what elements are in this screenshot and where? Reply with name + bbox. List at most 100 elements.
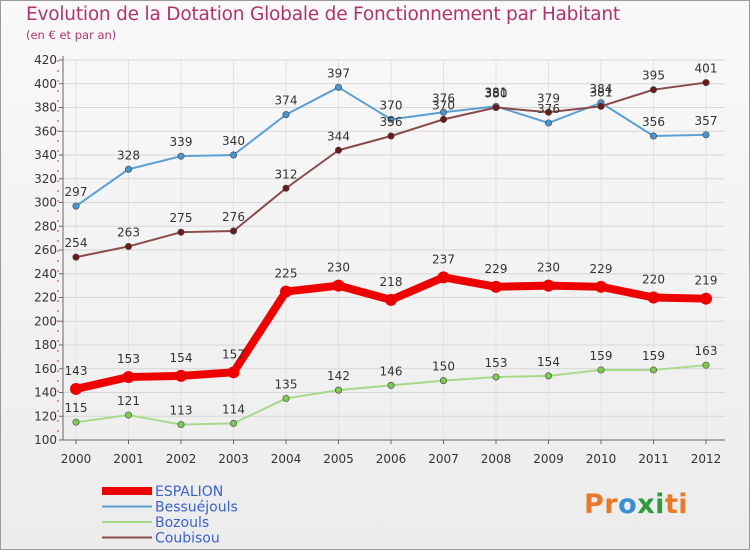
data-label-coubisou: 263 [117,225,140,239]
data-label-coubisou: 276 [222,210,245,224]
data-point-bessujouls [177,152,185,160]
data-point-coubisou [597,102,605,110]
data-point-bozouls [282,394,290,402]
x-tick-label: 2006 [376,452,407,466]
proxiti-logo: Proxiti [584,489,688,520]
data-label-coubisou: 356 [380,115,403,129]
data-point-bessujouls [334,83,342,91]
x-tick-label: 2007 [428,452,459,466]
data-point-espalion [700,292,712,305]
data-label-espalion: 230 [327,261,350,275]
legend-label-coubisou: Coubisou [155,531,220,547]
data-point-espalion [227,366,240,379]
data-point-coubisou [125,242,133,250]
data-label-bozouls: 163 [695,344,718,358]
y-tick-label: 420 [34,53,57,67]
data-label-coubisou: 370 [432,98,455,112]
x-tick-label: 2003 [218,452,249,466]
x-tick-label: 2001 [113,452,144,466]
chart-subtitle: (en € et par an) [26,28,117,42]
data-point-espalion [647,291,660,304]
data-label-bessujouls: 339 [170,135,193,149]
logo-letter: i [678,489,689,520]
data-label-bessujouls: 384 [590,82,613,96]
data-label-espalion: 157 [222,347,245,361]
x-tick-label: 2011 [638,452,669,466]
y-tick-label: 160 [34,362,57,376]
data-point-bozouls [649,366,657,374]
data-label-bozouls: 154 [537,355,560,369]
data-point-bessujouls [72,202,80,210]
data-point-bozouls [177,421,185,429]
y-tick-label: 360 [34,124,57,138]
data-label-bessujouls: 297 [65,185,88,199]
data-point-espalion [70,382,82,395]
logo-letter: i [655,489,665,520]
data-point-coubisou [230,227,238,235]
x-tick-label: 2008 [481,452,512,466]
data-label-bozouls: 121 [117,394,140,408]
data-point-coubisou [702,79,710,87]
data-point-espalion [122,371,135,384]
x-tick-label: 2002 [166,452,197,466]
data-label-bozouls: 114 [222,402,245,416]
data-point-coubisou [649,86,657,94]
data-label-bessujouls: 328 [117,148,140,162]
data-label-espalion: 153 [117,352,140,366]
data-point-bozouls [387,381,395,389]
data-point-bozouls [72,418,80,426]
data-point-bessujouls [649,132,657,140]
x-tick-label: 2009 [533,452,564,466]
data-label-espalion: 219 [695,274,718,288]
data-label-espalion: 230 [537,261,560,275]
data-label-coubisou: 395 [642,69,665,83]
data-label-bozouls: 153 [485,356,508,370]
y-tick-label: 220 [34,291,57,305]
logo-letter: P [584,489,605,520]
data-point-espalion [595,280,607,293]
data-label-bessujouls: 376 [537,102,560,116]
data-label-coubisou: 254 [65,236,88,250]
y-tick-label: 320 [34,172,57,186]
y-tick-label: 200 [34,314,57,328]
data-label-espalion: 229 [590,262,613,276]
y-tick-label: 180 [34,338,57,352]
y-tick-label: 120 [34,409,57,423]
data-point-espalion [175,369,187,382]
data-point-coubisou [544,108,552,116]
chart-title: Evolution de la Dotation Globale de Fonc… [26,4,620,25]
data-label-bozouls: 146 [380,364,403,378]
data-point-espalion [542,279,555,292]
logo-letter: r [604,489,619,520]
data-label-bessujouls: 357 [695,114,718,128]
data-label-espalion: 225 [275,267,298,281]
data-label-bessujouls: 370 [380,98,403,112]
y-tick-label: 380 [34,101,57,115]
data-label-coubisou: 344 [327,129,350,143]
data-label-bozouls: 135 [275,377,298,391]
data-label-espalion: 143 [65,364,88,378]
data-label-bessujouls: 376 [432,91,455,105]
data-point-espalion [332,279,345,292]
data-point-bozouls [492,373,500,381]
data-point-bessujouls [125,165,133,173]
data-point-espalion [490,280,502,293]
data-point-coubisou [282,184,290,192]
data-label-coubisou: 312 [275,167,298,181]
x-tick-label: 2004 [271,452,302,466]
data-point-bozouls [544,372,552,380]
y-tick-label: 260 [34,243,57,257]
data-label-coubisou: 401 [695,62,718,76]
data-point-bessujouls [702,131,710,139]
data-point-bessujouls [439,108,447,116]
data-label-espalion: 237 [432,252,455,266]
data-label-coubisou: 275 [170,211,193,225]
data-point-coubisou [492,104,500,112]
data-label-bessujouls: 356 [642,115,665,129]
data-point-bessujouls [387,115,395,123]
data-label-bessujouls: 374 [275,94,298,108]
data-point-coubisou [72,253,80,261]
y-tick-label: 400 [34,77,57,91]
